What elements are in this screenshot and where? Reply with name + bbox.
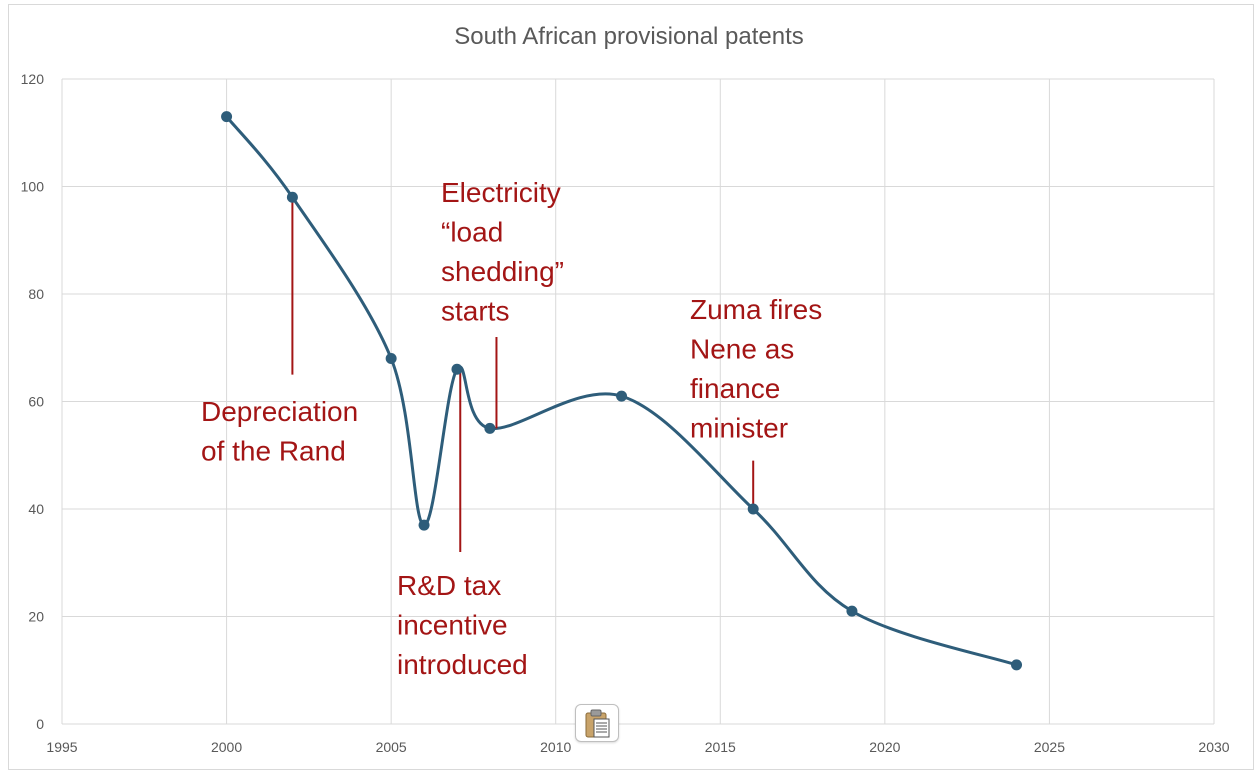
annotation: Zuma fires Nene as finance minister bbox=[690, 294, 822, 444]
gridlines bbox=[61, 78, 1215, 725]
series-line bbox=[225, 115, 1017, 667]
series-line-path bbox=[225, 115, 1017, 667]
data-point bbox=[846, 605, 858, 617]
annotation-text-line: minister bbox=[690, 413, 788, 444]
data-point bbox=[418, 519, 430, 531]
y-tick-label: 40 bbox=[28, 501, 44, 517]
chart-title: South African provisional patents bbox=[454, 23, 804, 50]
x-tick-label: 2000 bbox=[211, 739, 242, 755]
annotation: Depreciation of the Rand bbox=[201, 396, 358, 467]
annotation-text-line: R&D tax bbox=[397, 570, 501, 601]
annotation-text-line: incentive bbox=[397, 610, 508, 641]
data-points bbox=[221, 111, 1023, 671]
x-tick-label: 2020 bbox=[869, 739, 900, 755]
annotation: R&D tax incentive introduced bbox=[397, 570, 528, 680]
annotation-text-line: Nene as bbox=[690, 334, 794, 365]
data-point bbox=[385, 353, 397, 364]
x-tick-label: 2025 bbox=[1034, 739, 1065, 755]
y-tick-label: 60 bbox=[28, 394, 44, 410]
axis-tick-labels: 1995 2000 2005 2010 2015 2020 2025 2030 0 20 40 60 8… bbox=[21, 71, 1230, 755]
clipboard-icon bbox=[585, 709, 610, 738]
annotation-text-line: Zuma fires bbox=[690, 294, 822, 325]
annotation: Electricity “load shedding” starts bbox=[441, 177, 564, 327]
annotation-text-line: of the Rand bbox=[201, 436, 346, 467]
annotation-text-line: starts bbox=[441, 296, 509, 327]
data-point bbox=[747, 503, 759, 515]
data-point bbox=[451, 363, 463, 375]
y-tick-label: 20 bbox=[28, 609, 44, 625]
x-tick-label: 2005 bbox=[376, 739, 407, 755]
annotation-text-line: Depreciation bbox=[201, 396, 358, 427]
annotation-text-line: introduced bbox=[397, 649, 528, 680]
annotation-text-line: finance bbox=[690, 373, 780, 404]
paste-options-button[interactable] bbox=[575, 704, 619, 742]
annotation-text-line: Electricity bbox=[441, 177, 561, 208]
data-point bbox=[484, 422, 496, 434]
data-point bbox=[221, 111, 233, 123]
x-tick-label: 2010 bbox=[540, 739, 571, 755]
x-tick-label: 2030 bbox=[1198, 739, 1229, 755]
y-tick-label: 100 bbox=[21, 179, 45, 195]
data-point bbox=[616, 390, 628, 402]
chart-area bbox=[8, 4, 1254, 770]
y-tick-label: 0 bbox=[36, 716, 44, 732]
data-point bbox=[286, 191, 298, 203]
x-tick-label: 1995 bbox=[46, 739, 77, 755]
annotation-text-line: shedding” bbox=[441, 256, 564, 287]
annotation-leader-lines bbox=[291, 197, 755, 552]
x-tick-label: 2015 bbox=[705, 739, 736, 755]
annotations: Depreciation of the Rand Electricity “load s… bbox=[201, 177, 822, 680]
data-point bbox=[1011, 659, 1023, 671]
annotation-text-line: “load bbox=[441, 217, 503, 248]
y-tick-label: 120 bbox=[21, 71, 45, 87]
y-tick-label: 80 bbox=[28, 286, 44, 302]
